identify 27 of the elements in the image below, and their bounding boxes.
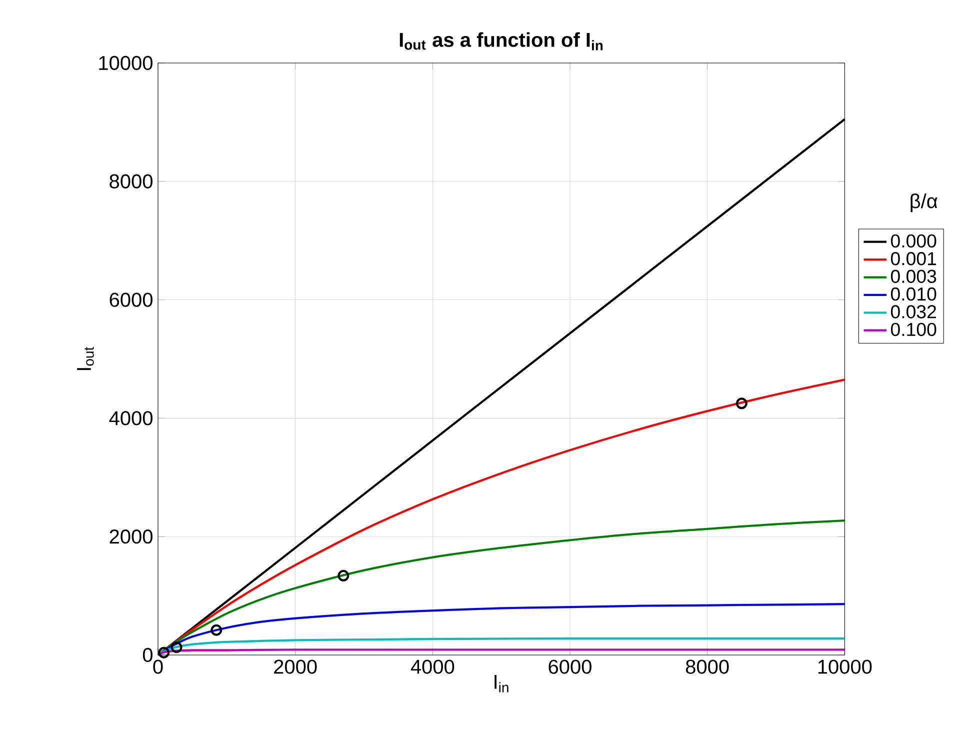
x-tick-label: 0	[153, 660, 163, 674]
y-tick-label: 6000	[110, 292, 152, 307]
y-tick-label: 8000	[110, 174, 152, 188]
chart-title: I$_{out}$ as a function of I$_{in}$	[400, 32, 603, 50]
legend-label: 0.003	[890, 270, 936, 283]
y-tick-label: 0	[142, 648, 152, 662]
x-tick-label: 8000	[686, 660, 729, 674]
legend-label: 0.000	[890, 234, 936, 248]
x-tick-label: 2000	[274, 660, 317, 674]
point	[338, 570, 350, 582]
y-tick-label: 10000	[99, 56, 152, 70]
x-tick-label: 6000	[548, 660, 592, 674]
legend-label: 0.032	[890, 305, 936, 318]
legend-label: 0.100	[890, 322, 936, 336]
y-tick-label: 4000	[109, 411, 152, 426]
legend-label: 0.010	[890, 287, 936, 301]
x-tick-label: 10000	[818, 660, 872, 674]
x-axis-title: I$_{in}$	[494, 675, 508, 692]
point	[158, 646, 170, 658]
y-axis-title: I$_{out}$	[77, 346, 94, 370]
point	[210, 624, 222, 636]
legend-title: β/α	[910, 194, 938, 212]
legend-label: 0.001	[890, 252, 936, 266]
x-tick-label: 4000	[410, 660, 454, 674]
point	[736, 398, 748, 410]
y-tick-label: 2000	[110, 530, 152, 544]
point	[170, 642, 182, 654]
